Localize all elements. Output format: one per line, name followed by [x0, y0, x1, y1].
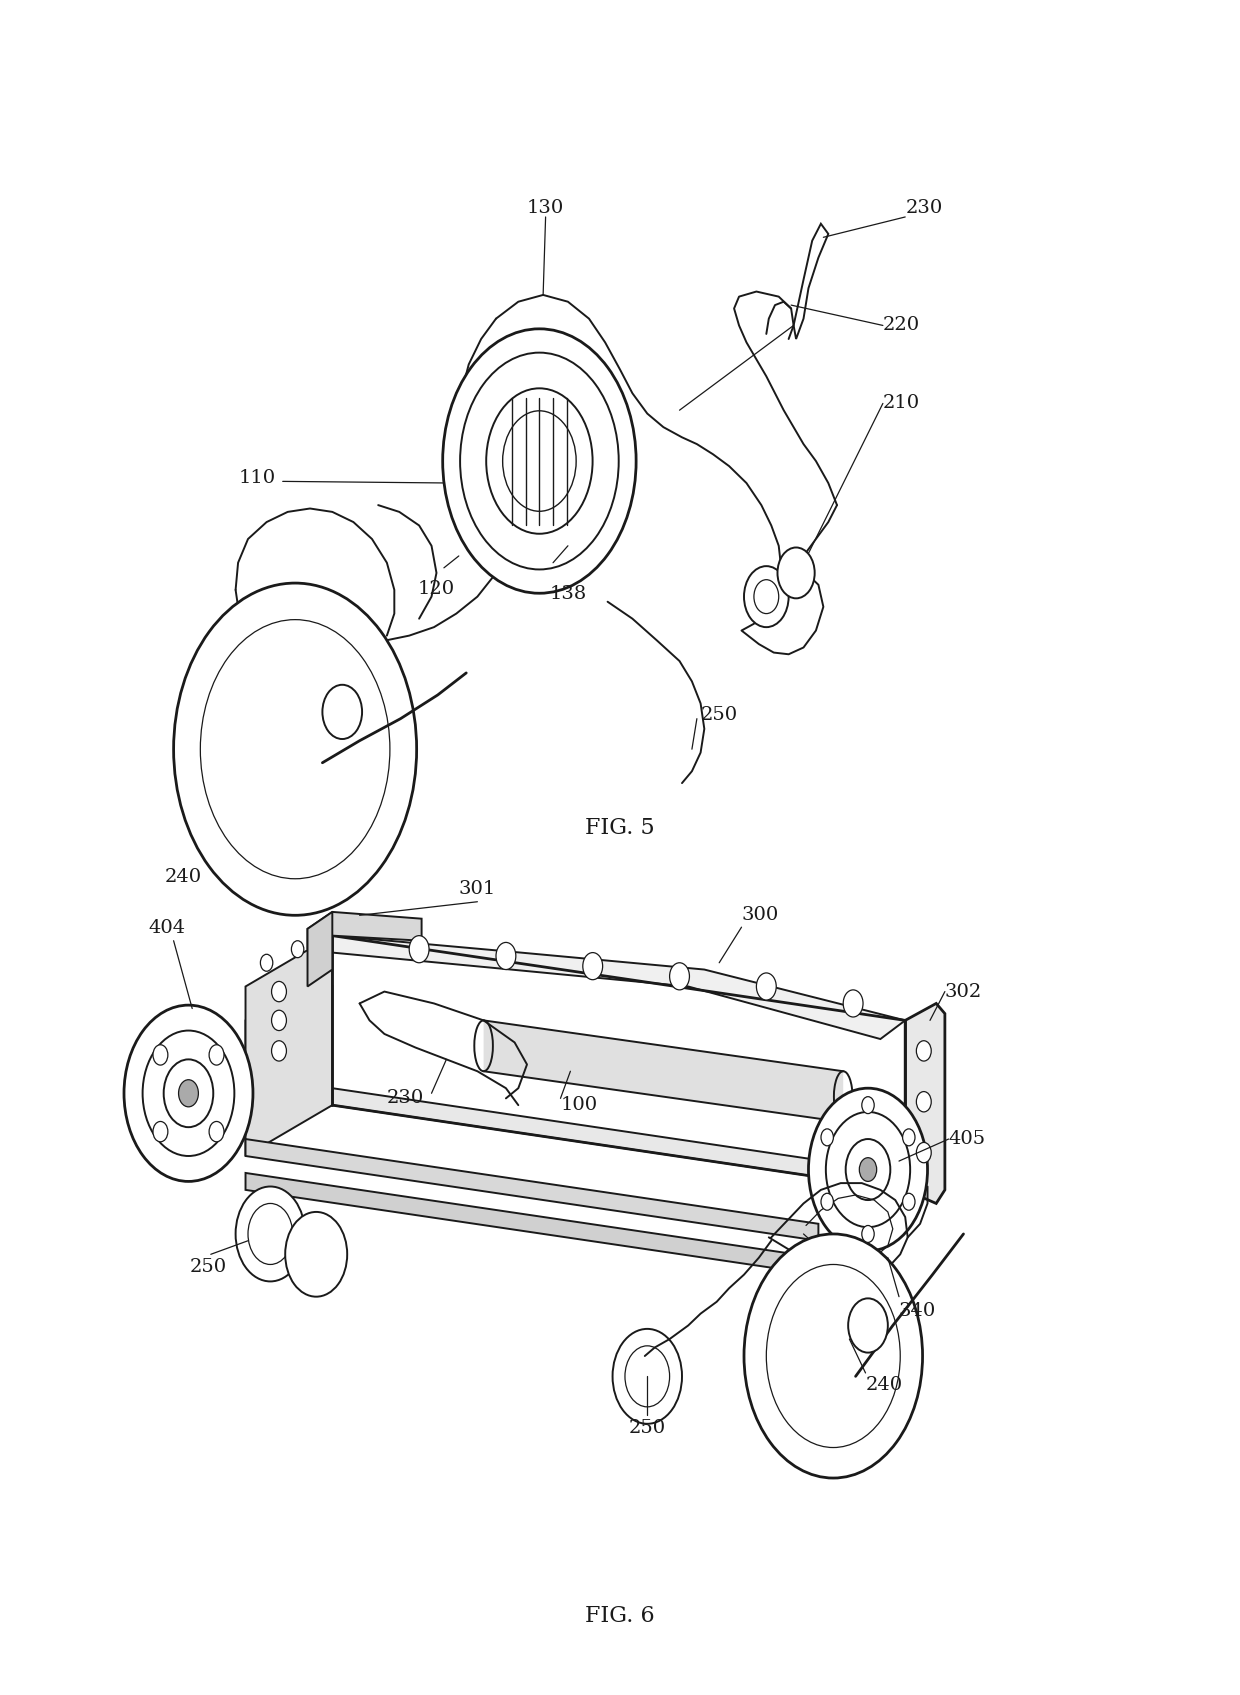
Text: 220: 220 [883, 317, 920, 334]
Circle shape [625, 1346, 670, 1407]
Polygon shape [794, 224, 828, 339]
Polygon shape [246, 1173, 818, 1275]
Circle shape [272, 1010, 286, 1031]
Circle shape [744, 1234, 923, 1478]
Text: FIG. 5: FIG. 5 [585, 817, 655, 839]
Polygon shape [332, 936, 905, 1039]
Text: 120: 120 [418, 580, 455, 598]
Circle shape [248, 1203, 293, 1264]
Circle shape [201, 620, 389, 878]
Polygon shape [484, 1020, 843, 1122]
Text: FIG. 6: FIG. 6 [585, 1605, 655, 1627]
Text: 240: 240 [165, 868, 202, 886]
Circle shape [821, 1193, 833, 1210]
Polygon shape [308, 912, 332, 986]
Text: 302: 302 [945, 983, 982, 1000]
Circle shape [670, 963, 689, 990]
Circle shape [174, 583, 417, 915]
Circle shape [613, 1329, 682, 1424]
Circle shape [903, 1193, 915, 1210]
Circle shape [153, 1122, 167, 1142]
Circle shape [754, 580, 779, 614]
Text: 301: 301 [459, 880, 496, 898]
Text: 230: 230 [387, 1090, 424, 1107]
Circle shape [210, 1122, 224, 1142]
Circle shape [443, 329, 636, 593]
Polygon shape [246, 1139, 818, 1241]
Circle shape [756, 973, 776, 1000]
Text: 250: 250 [701, 707, 738, 724]
Text: 405: 405 [949, 1131, 986, 1148]
Circle shape [916, 1142, 931, 1163]
Circle shape [821, 1129, 833, 1146]
Circle shape [777, 547, 815, 598]
Polygon shape [246, 986, 332, 1139]
Circle shape [409, 936, 429, 963]
Text: 340: 340 [899, 1302, 936, 1320]
Polygon shape [905, 1003, 945, 1203]
Circle shape [236, 1186, 305, 1281]
Circle shape [583, 953, 603, 980]
Text: 250: 250 [629, 1419, 666, 1437]
Circle shape [124, 1005, 253, 1181]
Circle shape [916, 1041, 931, 1061]
Circle shape [502, 410, 577, 512]
Circle shape [322, 685, 362, 739]
Polygon shape [246, 936, 332, 1156]
Text: 230: 230 [905, 198, 942, 217]
Circle shape [272, 1041, 286, 1061]
Circle shape [486, 388, 593, 534]
Text: 110: 110 [238, 470, 275, 486]
Circle shape [291, 941, 304, 958]
Circle shape [903, 1129, 915, 1146]
Circle shape [285, 1212, 347, 1297]
Circle shape [826, 1112, 910, 1227]
Circle shape [210, 1044, 224, 1064]
Text: 210: 210 [883, 395, 920, 412]
Circle shape [260, 954, 273, 971]
Text: 100: 100 [560, 1097, 598, 1114]
Circle shape [153, 1044, 167, 1064]
Polygon shape [308, 912, 422, 949]
Text: 130: 130 [527, 198, 564, 217]
Circle shape [179, 1080, 198, 1107]
Text: 404: 404 [149, 919, 186, 937]
Circle shape [766, 1264, 900, 1448]
Circle shape [808, 1088, 928, 1251]
Circle shape [848, 1298, 888, 1353]
Circle shape [460, 353, 619, 570]
Text: 138: 138 [549, 585, 587, 603]
Text: 240: 240 [866, 1376, 903, 1395]
Circle shape [744, 566, 789, 627]
Circle shape [143, 1031, 234, 1156]
Circle shape [862, 1097, 874, 1114]
Circle shape [164, 1059, 213, 1127]
Text: 300: 300 [742, 905, 779, 924]
Circle shape [843, 990, 863, 1017]
Circle shape [846, 1139, 890, 1200]
Polygon shape [332, 1088, 905, 1190]
Circle shape [862, 1225, 874, 1242]
Circle shape [272, 981, 286, 1002]
Text: 250: 250 [190, 1258, 227, 1276]
Circle shape [496, 942, 516, 970]
Circle shape [916, 1092, 931, 1112]
Circle shape [859, 1158, 877, 1181]
